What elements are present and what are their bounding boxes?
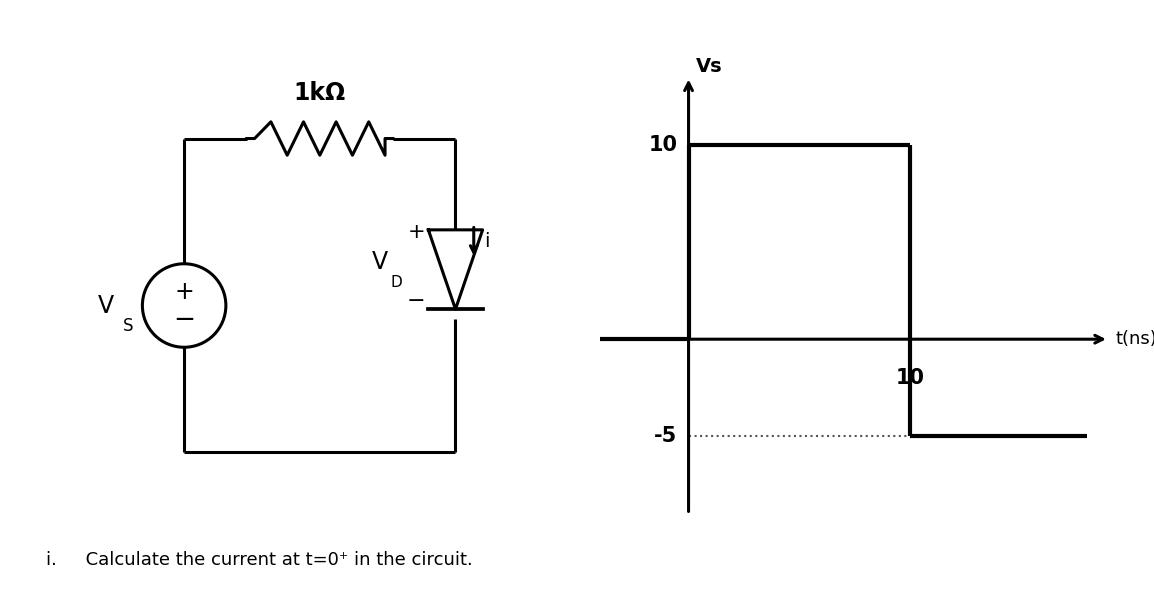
- Text: 1kΩ: 1kΩ: [294, 81, 346, 104]
- Text: 10: 10: [896, 368, 924, 388]
- Text: +: +: [407, 222, 425, 243]
- Text: i.     Calculate the current at t=0⁺ in the circuit.: i. Calculate the current at t=0⁺ in the …: [46, 551, 473, 569]
- Text: V: V: [372, 250, 388, 274]
- Text: −: −: [173, 307, 195, 333]
- Text: i: i: [485, 232, 489, 251]
- Text: t(ns): t(ns): [1116, 330, 1154, 348]
- Text: Vs: Vs: [696, 58, 722, 76]
- Text: S: S: [122, 317, 133, 335]
- Text: V: V: [98, 294, 114, 317]
- Text: −: −: [407, 291, 426, 311]
- Text: 10: 10: [649, 135, 677, 155]
- Text: -5: -5: [654, 426, 677, 447]
- Text: D: D: [390, 275, 402, 290]
- Text: +: +: [174, 280, 194, 304]
